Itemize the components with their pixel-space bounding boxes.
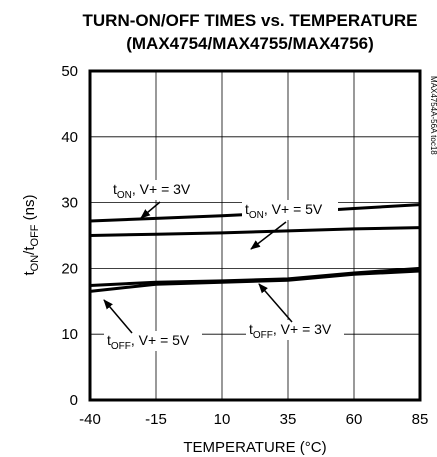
y-axis-label-t1: t xyxy=(21,271,38,276)
annotation-ton-3v-arrow xyxy=(140,201,161,219)
y-axis-label-sub-on: ON xyxy=(29,255,41,272)
annotation-ton-3v-text: tON, V+ = 3V xyxy=(113,181,191,201)
annotation-toff-5v: tOFF, V+ = 5V xyxy=(103,299,202,352)
annotation-toff-3v: tOFF, V+ = 3V xyxy=(246,283,344,341)
x-tick-labels: -40 -15 10 35 60 85 xyxy=(79,411,428,428)
annotation-toff-5v-bg xyxy=(104,331,202,351)
y-axis-label-unit: (ns) xyxy=(21,194,38,224)
x-tick-label: -40 xyxy=(79,411,101,428)
y-tick-label: 30 xyxy=(61,195,78,212)
y-tick-label: 40 xyxy=(61,129,78,146)
y-tick-label: 50 xyxy=(61,63,78,80)
x-tick-label: -15 xyxy=(145,411,167,428)
y-tick-label: 20 xyxy=(61,260,78,277)
annotation-ton-5v-arrow xyxy=(250,221,287,250)
y-tick-labels: 0 10 20 30 40 50 xyxy=(61,63,78,409)
y-axis-label: tON/tOFF (ns) xyxy=(21,194,41,275)
chart-title: TURN-ON/OFF TIMES vs. TEMPERATURE xyxy=(83,11,418,30)
annotation-ton-3v-bg xyxy=(110,180,204,200)
annotation-toff-5v-arrow xyxy=(103,299,133,334)
annotation-toff-3v-arrow xyxy=(258,283,293,323)
annotation-toff-5v-text: tOFF, V+ = 5V xyxy=(107,332,190,352)
y-axis-label-t2: /t xyxy=(21,246,38,255)
x-axis-label: TEMPERATURE (°C) xyxy=(183,439,326,456)
y-axis-label-sub-off: OFF xyxy=(29,224,41,246)
chart-subtitle: (MAX4754/MAX4755/MAX4756) xyxy=(126,34,374,53)
series-line-4 xyxy=(89,269,421,293)
x-tick-label: 10 xyxy=(214,411,231,428)
annotation-toff-3v-bg xyxy=(246,320,344,340)
x-tick-label: 85 xyxy=(412,411,429,428)
annotation-ton-5v-text: tON, V+ = 5V xyxy=(245,201,323,221)
annotation-toff-3v-text: tOFF, V+ = 3V xyxy=(249,321,332,341)
series-line-3 xyxy=(89,266,421,287)
annotation-ton-3v: tON, V+ = 3V xyxy=(110,180,204,219)
y-tick-label: 0 xyxy=(70,392,78,409)
y-tick-label: 10 xyxy=(61,326,78,343)
annotation-ton-5v: tON, V+ = 5V xyxy=(242,200,338,250)
series-lines xyxy=(89,203,421,293)
x-tick-label: 35 xyxy=(280,411,297,428)
series-line-2 xyxy=(89,226,421,237)
document-code-label: MAX4754A-56A toc18 xyxy=(429,76,437,155)
x-tick-label: 60 xyxy=(346,411,363,428)
annotation-ton-5v-bg xyxy=(242,200,338,220)
